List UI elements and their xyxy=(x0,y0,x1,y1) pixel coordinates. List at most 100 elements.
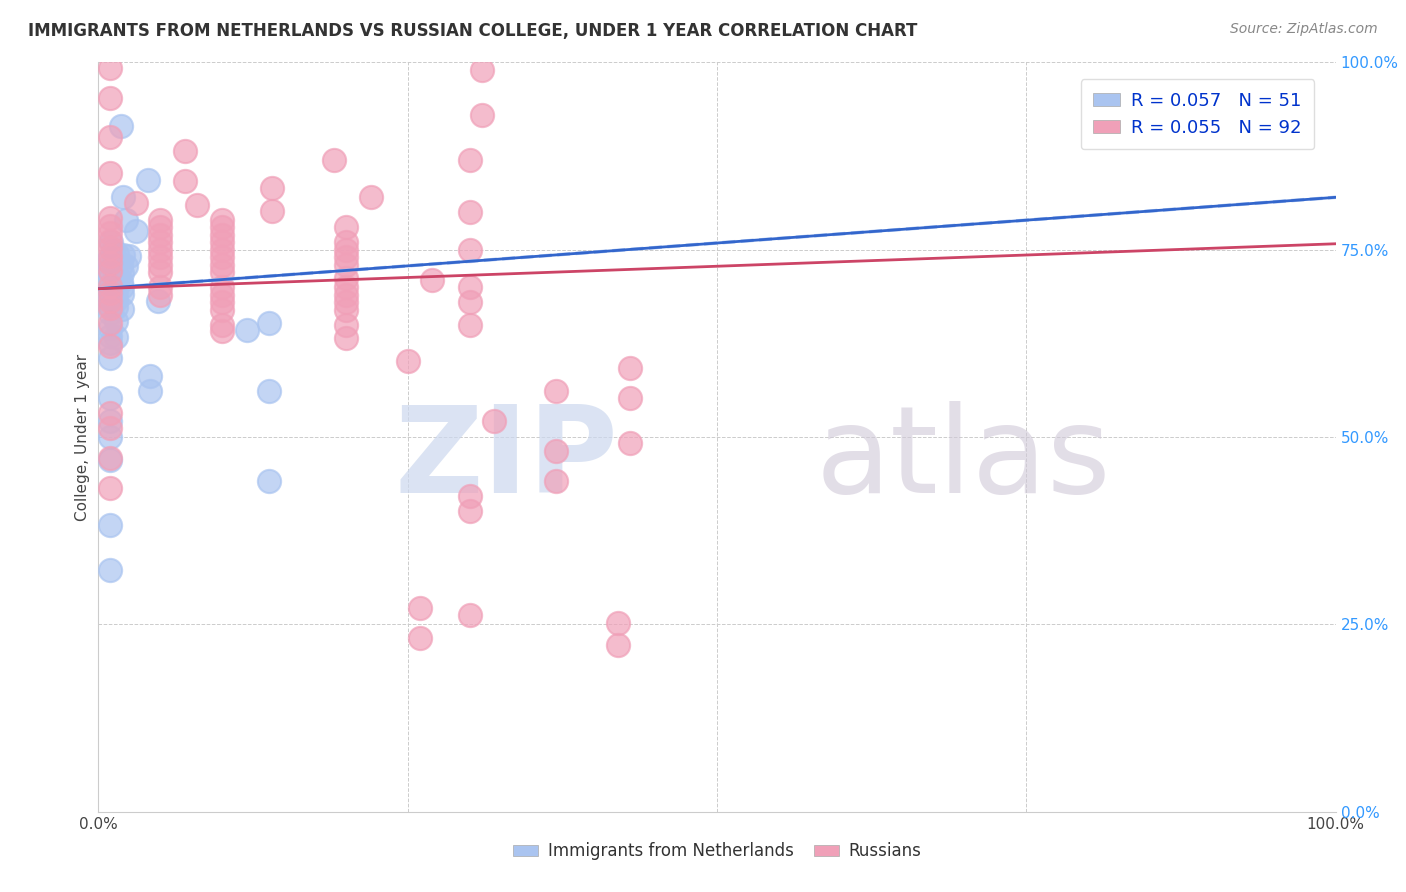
Point xyxy=(260,181,283,195)
Point xyxy=(458,280,481,294)
Point xyxy=(149,243,172,257)
Point xyxy=(211,280,233,294)
Point xyxy=(146,293,169,308)
Point xyxy=(458,608,481,623)
Point xyxy=(546,443,568,458)
Point xyxy=(112,190,135,204)
Point xyxy=(111,287,134,301)
Point xyxy=(335,302,357,317)
Point xyxy=(607,615,630,630)
Point xyxy=(211,287,233,301)
Point xyxy=(211,258,233,272)
Point xyxy=(98,292,121,306)
Point xyxy=(111,266,134,280)
Text: atlas: atlas xyxy=(815,401,1112,518)
Point xyxy=(112,248,135,262)
Point xyxy=(98,391,121,405)
Point xyxy=(100,235,122,250)
Point xyxy=(98,62,121,76)
Point xyxy=(335,287,357,301)
Point xyxy=(335,318,357,332)
Point xyxy=(149,227,172,242)
Point xyxy=(104,314,127,328)
Point xyxy=(360,190,382,204)
Point xyxy=(98,241,121,255)
Point xyxy=(139,384,162,398)
Point xyxy=(110,258,132,272)
Point xyxy=(211,265,233,279)
Point xyxy=(409,631,432,645)
Point xyxy=(149,265,172,279)
Point xyxy=(422,273,444,287)
Point xyxy=(211,250,233,264)
Point xyxy=(98,278,121,293)
Point xyxy=(104,279,127,293)
Point xyxy=(211,318,233,332)
Point xyxy=(103,265,125,279)
Point xyxy=(98,339,121,353)
Point xyxy=(111,280,134,294)
Point xyxy=(149,212,172,227)
Point xyxy=(103,273,125,287)
Point xyxy=(98,284,121,298)
Point xyxy=(211,212,233,227)
Point xyxy=(98,564,121,578)
Point xyxy=(174,144,197,158)
Point xyxy=(104,285,127,300)
Point xyxy=(149,258,172,272)
Point xyxy=(458,295,481,310)
Point xyxy=(335,258,357,272)
Y-axis label: College, Under 1 year: College, Under 1 year xyxy=(75,353,90,521)
Point xyxy=(98,249,121,263)
Point xyxy=(257,384,280,398)
Point xyxy=(458,489,481,503)
Point xyxy=(98,219,121,233)
Point xyxy=(118,249,141,263)
Point xyxy=(546,474,568,488)
Point xyxy=(458,503,481,517)
Point xyxy=(335,220,357,235)
Point xyxy=(471,62,494,77)
Point xyxy=(98,277,121,292)
Point xyxy=(98,406,121,420)
Point xyxy=(211,235,233,250)
Point xyxy=(98,414,121,428)
Point xyxy=(98,336,121,351)
Point xyxy=(98,316,121,330)
Point xyxy=(110,274,132,288)
Point xyxy=(471,108,494,122)
Point xyxy=(149,287,172,301)
Point xyxy=(111,301,134,316)
Point xyxy=(97,254,120,268)
Point xyxy=(98,452,121,467)
Point xyxy=(98,329,121,343)
Point xyxy=(546,384,568,398)
Point xyxy=(335,243,357,257)
Point xyxy=(458,153,481,167)
Point xyxy=(484,414,506,428)
Point xyxy=(98,271,121,285)
Point xyxy=(98,321,121,335)
Point xyxy=(104,301,127,315)
Point xyxy=(335,280,357,294)
Point xyxy=(98,430,121,444)
Point xyxy=(98,234,121,248)
Point xyxy=(98,264,121,278)
Point xyxy=(124,224,146,238)
Point xyxy=(98,306,121,320)
Point xyxy=(124,196,146,211)
Point xyxy=(458,205,481,219)
Point xyxy=(139,368,162,383)
Point xyxy=(149,280,172,294)
Point xyxy=(104,330,127,344)
Point xyxy=(98,481,121,495)
Point xyxy=(458,243,481,257)
Point xyxy=(98,518,121,533)
Point xyxy=(103,243,125,257)
Text: IMMIGRANTS FROM NETHERLANDS VS RUSSIAN COLLEGE, UNDER 1 YEAR CORRELATION CHART: IMMIGRANTS FROM NETHERLANDS VS RUSSIAN C… xyxy=(28,22,918,40)
Point xyxy=(607,639,630,653)
Point xyxy=(260,203,283,218)
Point xyxy=(98,299,121,313)
Point xyxy=(98,421,121,435)
Point xyxy=(396,353,419,368)
